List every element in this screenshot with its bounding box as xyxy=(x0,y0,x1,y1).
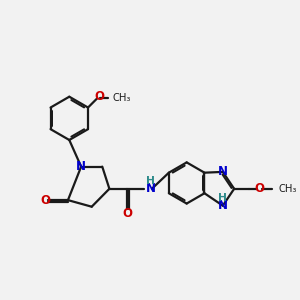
Text: N: N xyxy=(218,165,228,178)
Text: CH₃: CH₃ xyxy=(278,184,297,194)
Text: H: H xyxy=(218,193,227,203)
Text: O: O xyxy=(254,182,264,195)
Text: N: N xyxy=(146,182,156,195)
Text: H: H xyxy=(146,176,155,186)
Text: N: N xyxy=(76,160,86,172)
Text: CH₃: CH₃ xyxy=(112,93,131,103)
Text: O: O xyxy=(122,206,132,220)
Text: N: N xyxy=(218,199,228,212)
Text: O: O xyxy=(94,90,104,103)
Text: O: O xyxy=(40,194,50,207)
